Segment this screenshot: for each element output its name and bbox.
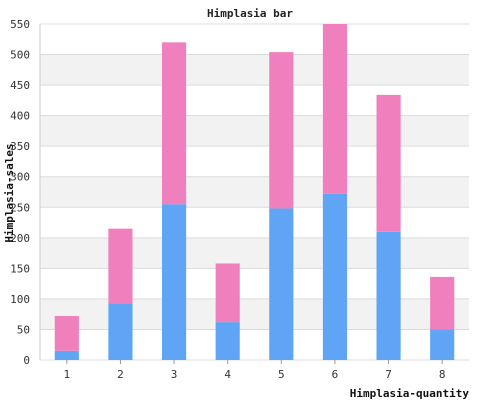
x-tick-labels: 1 2 3 4 5 6 7 8 — [64, 360, 446, 381]
bar-segment — [215, 322, 240, 360]
y-tick-label: 100 — [10, 293, 30, 306]
y-tick-label: 550 — [10, 18, 30, 31]
x-tick-label: 5 — [278, 368, 285, 381]
grid-band — [40, 85, 469, 116]
bar-segment — [54, 316, 79, 351]
bar-segment — [108, 228, 133, 304]
y-tick-label: 350 — [10, 140, 30, 153]
x-tick-label: 4 — [224, 368, 231, 381]
bar-segment — [108, 303, 133, 360]
y-tick-label: 0 — [23, 354, 30, 367]
grid-band — [40, 176, 469, 208]
x-tick-label: 7 — [385, 368, 392, 381]
y-tick-label: 400 — [10, 110, 30, 123]
bar-segment — [161, 42, 187, 205]
grid-band — [40, 115, 469, 147]
y-tick-labels: 0 50 100 150 200 250 300 350 400 450 500 550 — [10, 18, 30, 367]
bar-segment — [269, 208, 294, 360]
bar-segment — [54, 350, 79, 360]
y-tick-label: 200 — [10, 232, 30, 245]
bars — [54, 24, 455, 360]
grid-band — [40, 268, 469, 299]
y-tick-label: 50 — [17, 323, 30, 336]
bar-segment — [322, 193, 348, 360]
bar-segment — [322, 24, 348, 194]
bar-segment — [430, 329, 455, 360]
bar-segment — [161, 204, 187, 360]
x-axis-label: Himplasia-quantity — [350, 387, 470, 400]
y-tick-label: 500 — [10, 49, 30, 62]
x-tick-label: 2 — [117, 368, 124, 381]
y-tick-label: 450 — [10, 79, 30, 92]
chart-title: Himplasia bar — [207, 7, 293, 20]
y-tick-label: 250 — [10, 201, 30, 214]
bar-segment — [376, 94, 401, 232]
background-bands — [40, 24, 469, 360]
grid-band — [40, 329, 469, 360]
grid-band — [40, 237, 469, 269]
x-tick-label: 3 — [171, 368, 178, 381]
y-tick-label: 150 — [10, 262, 30, 275]
bar-segment — [269, 52, 294, 209]
grid-band — [40, 54, 469, 86]
grid-band — [40, 24, 469, 55]
grid-band — [40, 146, 469, 177]
x-tick-label: 6 — [332, 368, 339, 381]
grid-band — [40, 207, 469, 238]
bar-segment — [215, 263, 240, 323]
x-tick-label: 1 — [64, 368, 71, 381]
x-tick-label: 8 — [439, 368, 446, 381]
bar-segment — [376, 231, 401, 360]
y-axis-label: Himplasia-sales — [3, 143, 16, 242]
y-tick-label: 300 — [10, 171, 30, 184]
grid-band — [40, 298, 469, 330]
bar-segment — [430, 276, 455, 330]
